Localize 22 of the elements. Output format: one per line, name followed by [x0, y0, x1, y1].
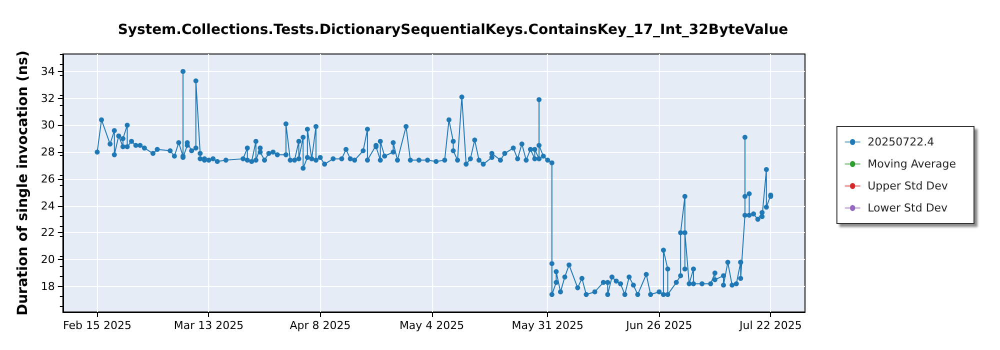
legend-label: Upper Std Dev — [868, 180, 948, 192]
y-tick-label: 20 — [40, 253, 55, 266]
y-tick-label: 34 — [40, 64, 55, 78]
x-tick-label: May 4 2025 — [399, 319, 464, 332]
y-tick-label: 30 — [40, 118, 55, 132]
x-tick-label: Feb 15 2025 — [62, 319, 132, 332]
legend-label: Moving Average — [868, 158, 956, 170]
y-tick-label: 24 — [40, 199, 55, 212]
y-tick-label: 18 — [40, 280, 55, 293]
legend-label: 20250722.4 — [868, 136, 934, 148]
y-tick-label: 22 — [40, 226, 55, 240]
x-tick-label: May 31 2025 — [512, 319, 584, 332]
y-tick-label: 28 — [40, 146, 55, 159]
y-tick-label: 26 — [40, 172, 55, 186]
y-axis-title: Duration of single invocation (ns) — [15, 50, 31, 316]
x-tick-label: Jul 22 2025 — [738, 319, 802, 332]
y-tick-label: 32 — [40, 92, 55, 105]
legend-label: Lower Std Dev — [868, 202, 948, 214]
x-tick-label: Jun 26 2025 — [625, 319, 692, 332]
x-tick-label: Mar 13 2025 — [174, 319, 244, 332]
x-tick-label: Apr 8 2025 — [290, 319, 351, 332]
chart-title: System.Collections.Tests.DictionarySequentialKeys.ContainsKey_17_Int_32ByteValue — [118, 22, 788, 38]
